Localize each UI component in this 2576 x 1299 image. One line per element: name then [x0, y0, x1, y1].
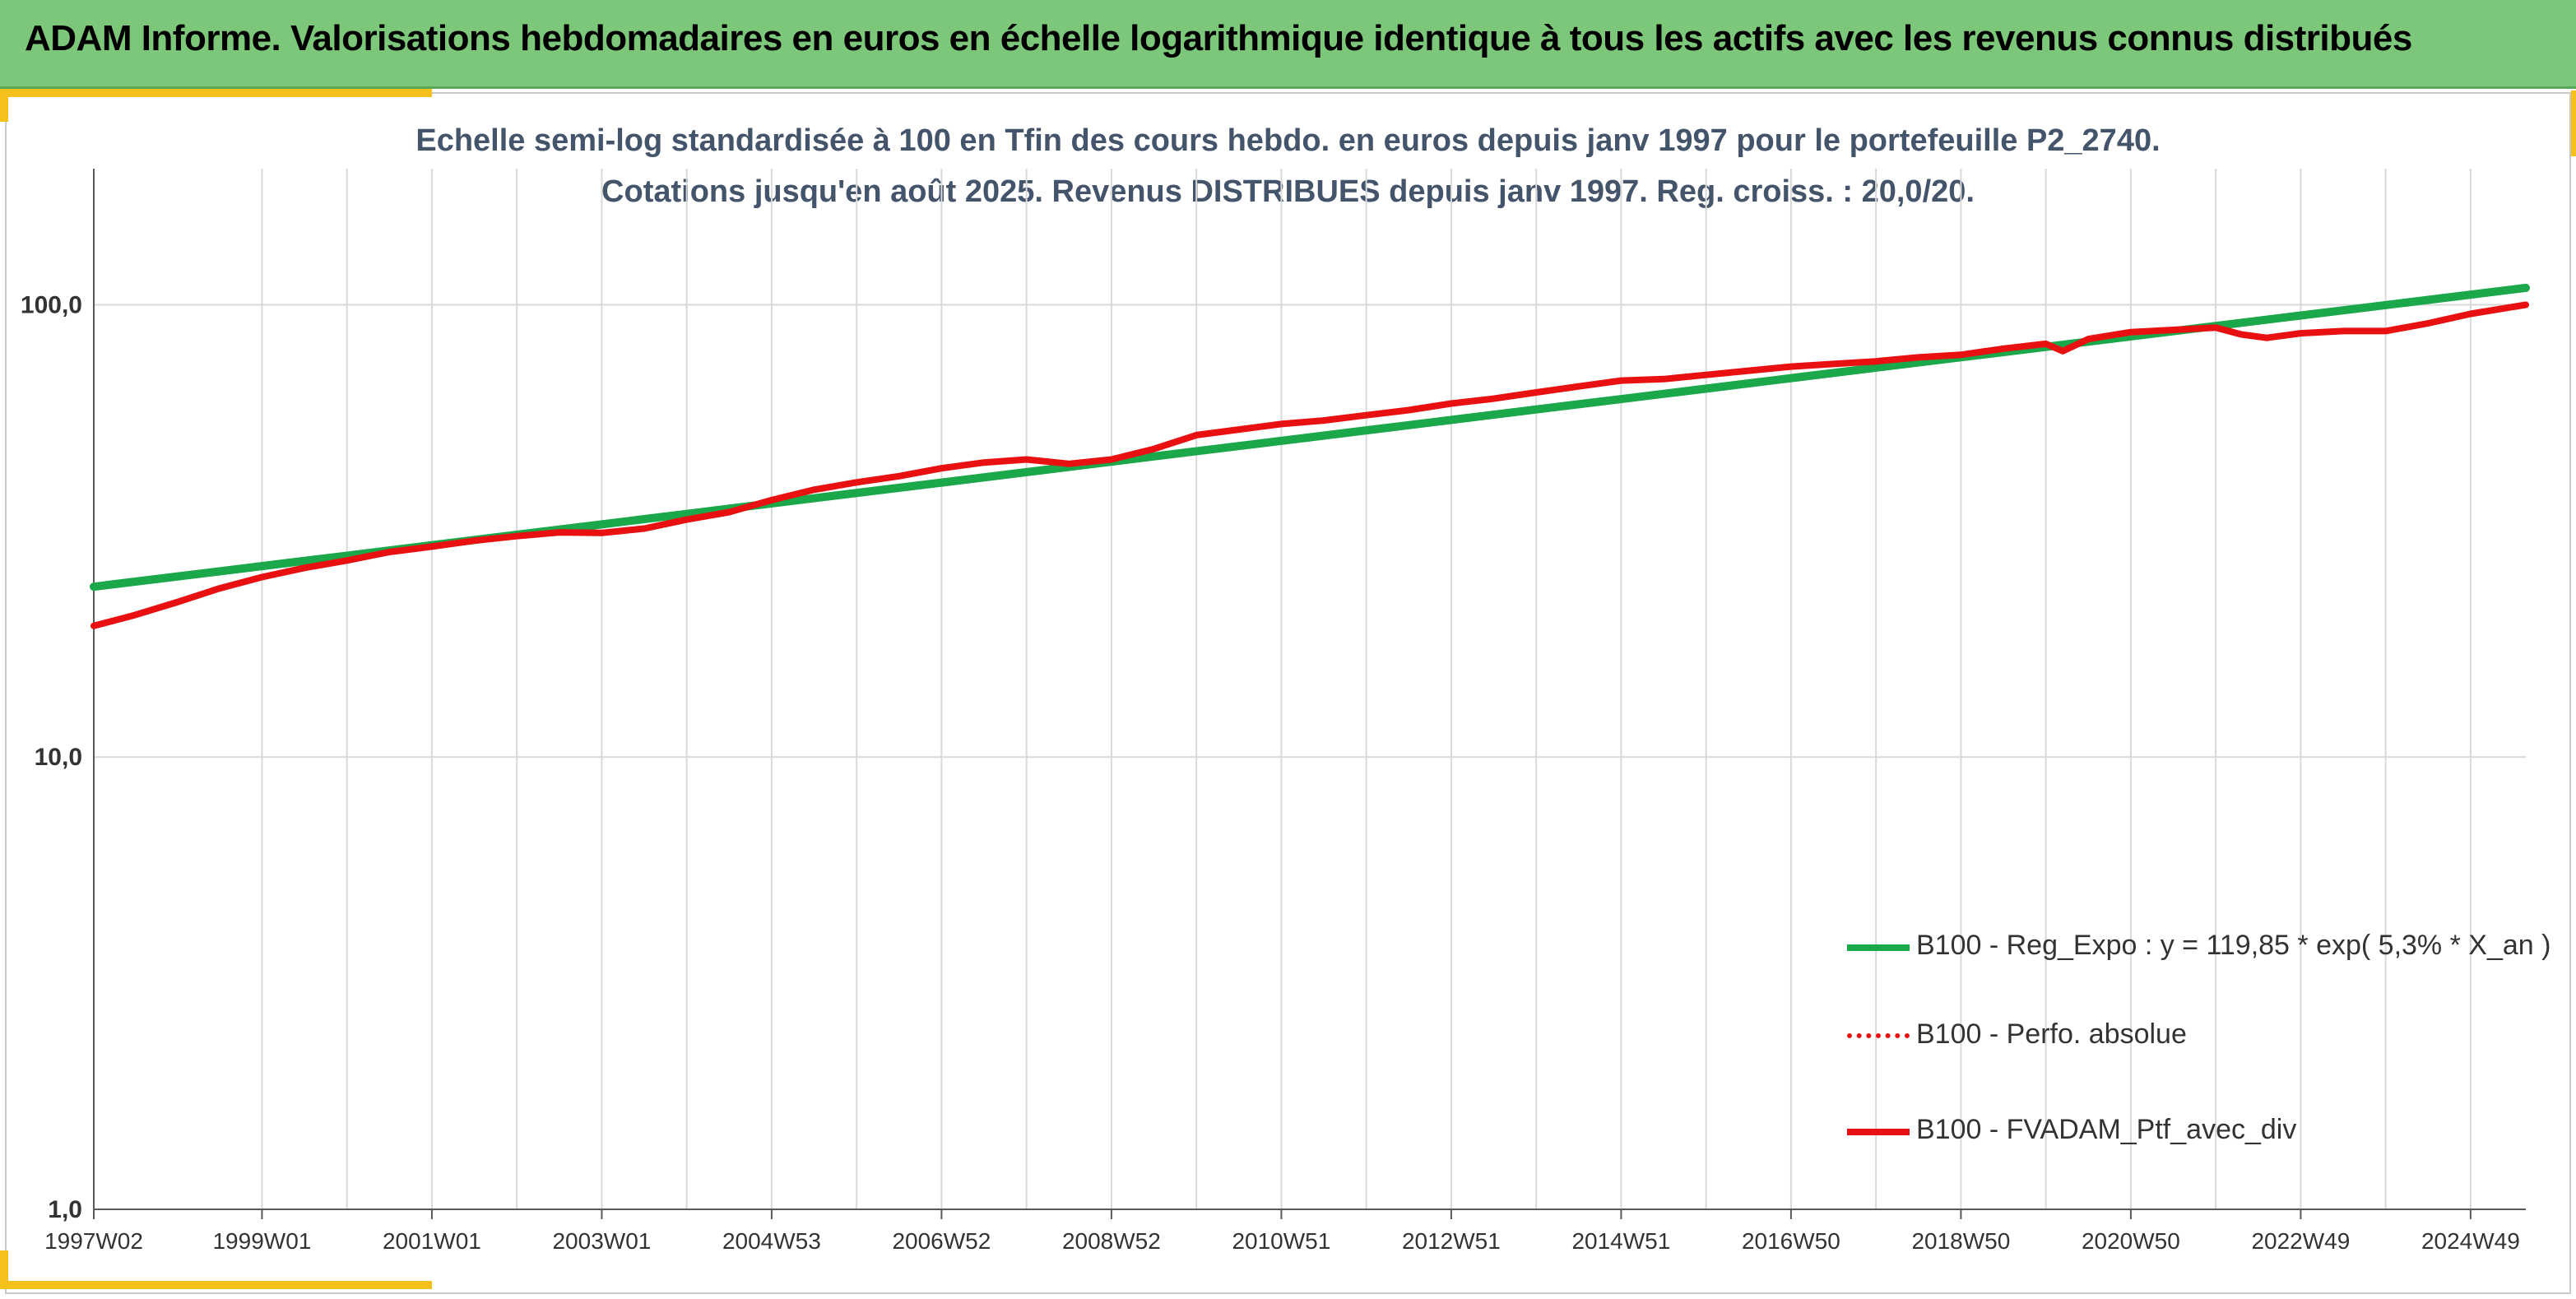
x-tick-label: 2020W50: [2082, 1228, 2180, 1254]
y-tick-label: 10,0: [35, 744, 82, 771]
corner-accent-top-left: [0, 89, 8, 122]
header-bar: ADAM Informe. Valorisations hebdomadaire…: [0, 0, 2576, 89]
corner-accent-bottom-left: [0, 1250, 8, 1289]
chart-title-line1: Echelle semi-log standardisée à 100 en T…: [415, 123, 2161, 158]
corner-accent-top: [0, 89, 432, 97]
legend-swatch: [1847, 944, 1910, 951]
x-tick-label: 2010W51: [1232, 1228, 1330, 1254]
x-tick-label: 2001W01: [383, 1228, 481, 1254]
x-tick-label: 2022W49: [2251, 1228, 2350, 1254]
legend-swatch: [1847, 1033, 1910, 1038]
legend-swatch: [1847, 1129, 1910, 1135]
legend-label: B100 - Perfo. absolue: [1916, 1018, 2187, 1050]
x-tick-label: 2014W51: [1571, 1228, 1670, 1254]
x-tick-label: 1999W01: [212, 1228, 311, 1254]
x-tick-label: 2018W50: [1911, 1228, 2010, 1254]
chart-title-line2: Cotations jusqu'en août 2025. Revenus DI…: [601, 174, 1975, 209]
x-tick-label: 1997W02: [44, 1228, 143, 1254]
x-tick-label: 2012W51: [1402, 1228, 1501, 1254]
y-tick-label: 1,0: [48, 1196, 82, 1223]
legend-label: B100 - Reg_Expo : y = 119,85 * exp( 5,3%…: [1916, 930, 2551, 961]
x-tick-label: 2016W50: [1742, 1228, 1840, 1254]
x-tick-label: 2003W01: [552, 1228, 651, 1254]
x-tick-label: 2024W49: [2421, 1228, 2520, 1254]
y-tick-label: 100,0: [21, 291, 82, 318]
corner-accent-top-right: [2571, 90, 2576, 156]
legend-label: B100 - FVADAM_Ptf_avec_div: [1916, 1114, 2297, 1145]
x-tick-label: 2008W52: [1062, 1228, 1161, 1254]
corner-accent-bottom: [0, 1281, 432, 1289]
chart-frame: [5, 92, 2571, 1294]
portfolio-line: [91, 301, 2529, 629]
x-tick-label: 2006W52: [892, 1228, 991, 1254]
header-title: ADAM Informe. Valorisations hebdomadaire…: [25, 18, 2412, 58]
x-tick-label: 2004W53: [722, 1228, 821, 1254]
